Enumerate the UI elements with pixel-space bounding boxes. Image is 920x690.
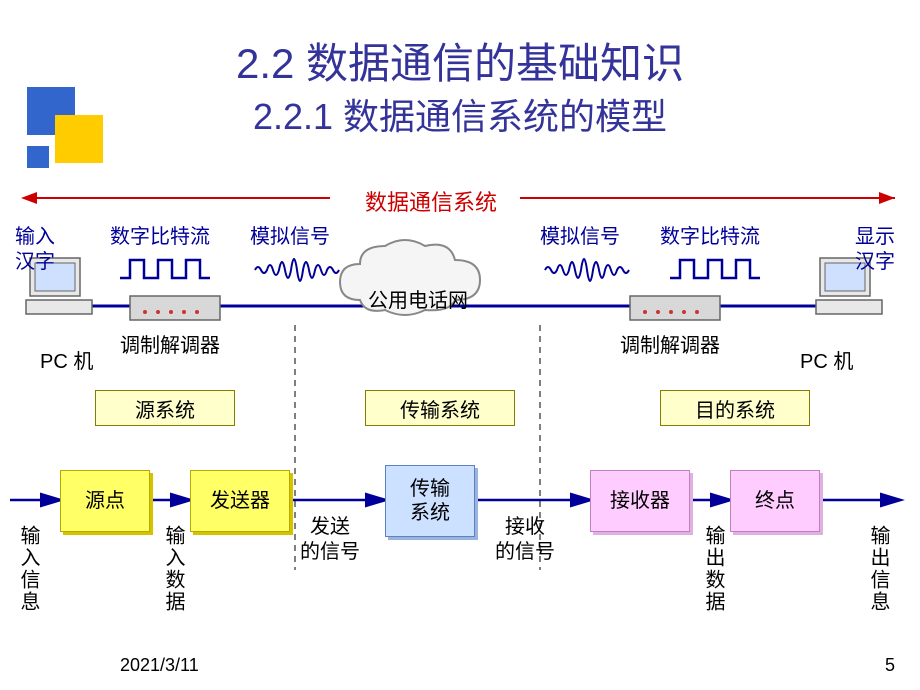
lbl-recv-sig: 接收 的信号	[495, 515, 555, 565]
node-source: 源点	[60, 470, 150, 532]
lbl-in-data: 输入数据	[160, 525, 185, 613]
modem-icon-r	[630, 296, 720, 320]
lbl-pc-l: PC 机	[40, 350, 93, 375]
span-label: 数据通信系统	[365, 185, 497, 217]
box-dest-sys: 目的系统	[660, 390, 810, 426]
lbl-analog-r: 模拟信号	[540, 225, 620, 250]
box-source-sys: 源系统	[95, 390, 235, 426]
digital-wave-r	[670, 260, 760, 278]
lbl-send-sig: 发送 的信号	[300, 515, 360, 565]
lbl-input-cn: 输入 汉字	[15, 225, 55, 275]
lbl-digital-r: 数字比特流	[660, 225, 760, 250]
lbl-digital-l: 数字比特流	[110, 225, 210, 250]
footer-page: 5	[885, 655, 895, 676]
lbl-cloud: 公用电话网	[368, 289, 468, 314]
node-receiver: 接收器	[590, 470, 690, 532]
lbl-modem-r: 调制解调器	[620, 334, 720, 359]
lbl-analog-l: 模拟信号	[250, 225, 330, 250]
lbl-out-data: 输出数据	[700, 525, 725, 613]
analog-wave-r	[545, 259, 629, 281]
node-dest: 终点	[730, 470, 820, 532]
box-trans-sys: 传输系统	[365, 390, 515, 426]
lbl-display-cn: 显示 汉字	[855, 225, 895, 275]
footer-date: 2021/3/11	[120, 655, 199, 676]
lbl-pc-r: PC 机	[800, 350, 853, 375]
digital-wave-l	[120, 260, 210, 278]
node-sender: 发送器	[190, 470, 290, 532]
node-transsys: 传输 系统	[385, 465, 475, 537]
lbl-out-info: 输出信息	[865, 525, 890, 613]
analog-wave-l	[255, 259, 339, 281]
lbl-modem-l: 调制解调器	[120, 334, 220, 359]
modem-icon-l	[130, 296, 220, 320]
lbl-in-info: 输入信息	[15, 525, 40, 613]
